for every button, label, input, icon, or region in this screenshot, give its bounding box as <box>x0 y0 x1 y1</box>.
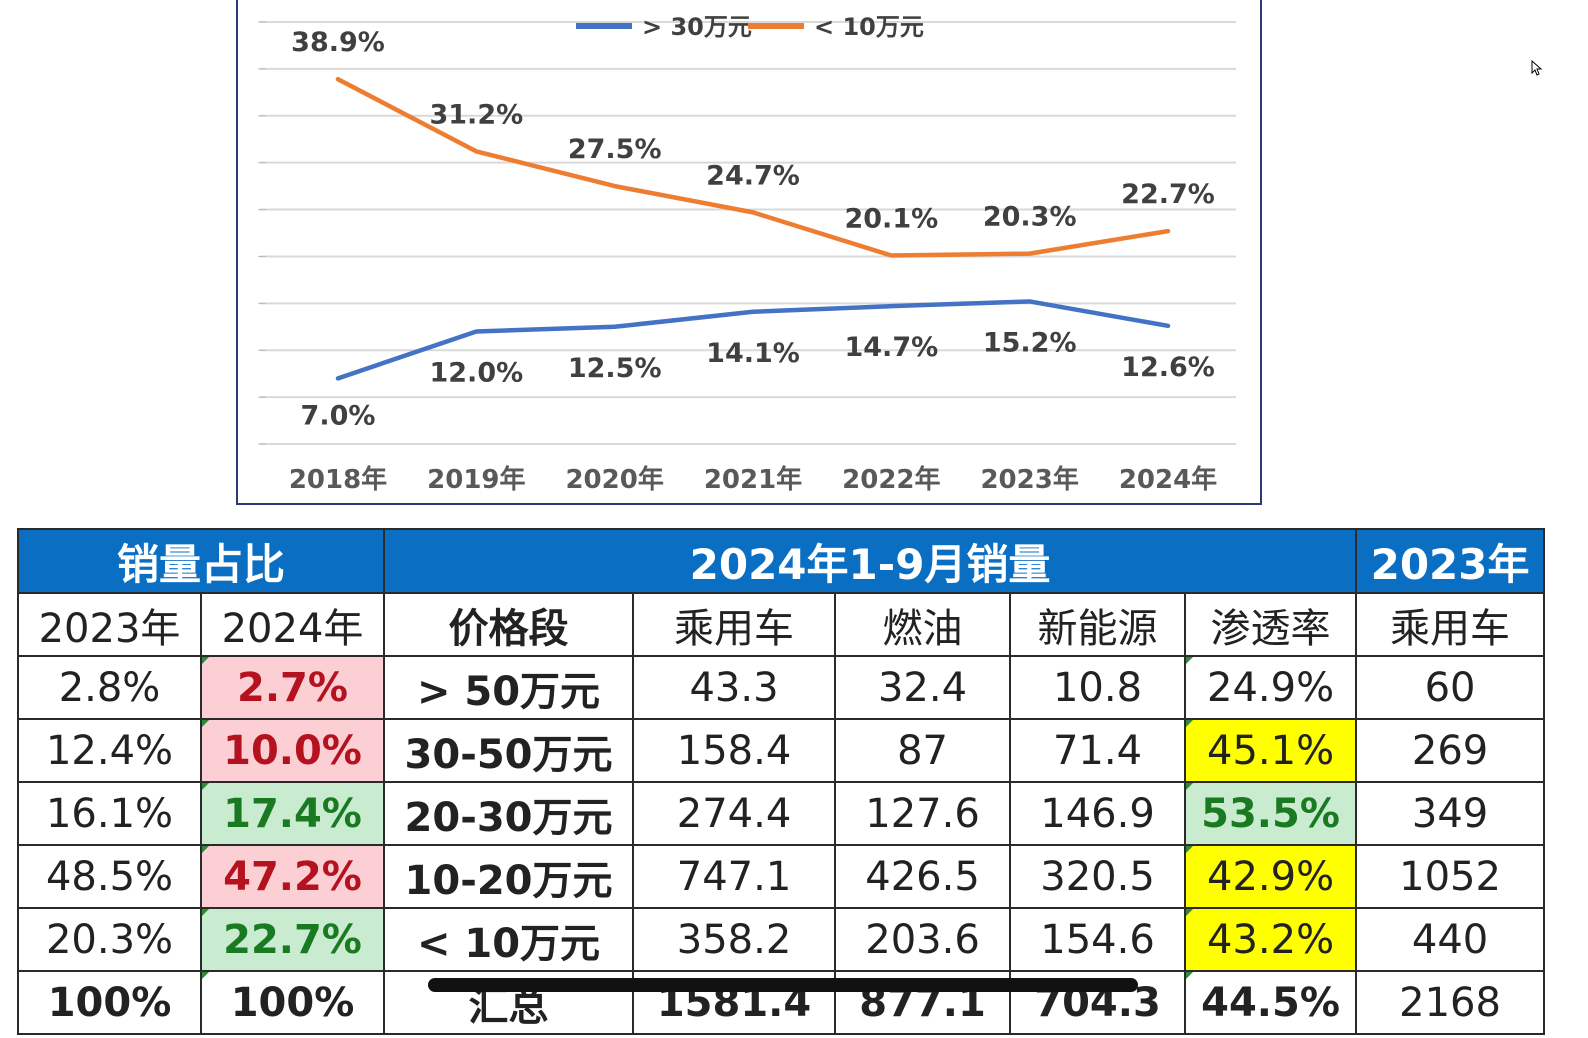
mouse-cursor-icon <box>1531 60 1543 76</box>
share-group-header: 销量占比 <box>17 528 386 594</box>
data-label: 12.0% <box>429 357 523 388</box>
fuel-cell: 87 <box>834 718 1012 783</box>
line-chart: 2018年 2019年 2020年 2021年 2022年 2023年 2024年 7.0% 1… <box>236 0 1262 505</box>
table-column-header-row: 2023年 2024年 价格段 乘用车 燃油 新能源 渗透率 乘用车 <box>17 592 1545 657</box>
data-label: 7.0% <box>301 400 376 431</box>
data-label: 38.9% <box>291 27 385 58</box>
share-2024-cell: 17.4% <box>199 781 386 846</box>
x-tick-label: 2021年 <box>704 464 802 495</box>
fuel-cell: 203.6 <box>834 907 1012 972</box>
data-label: 14.7% <box>844 332 938 363</box>
legend-label: > 30万元 <box>642 13 752 41</box>
share-2024-cell: 2.7% <box>199 655 386 720</box>
x-tick-label: 2022年 <box>842 464 940 495</box>
share-2023-cell: 12.4% <box>17 718 202 783</box>
nev-cell: 71.4 <box>1009 718 1187 783</box>
sales-table-container: 销量占比 2024年1-9月销量 2023年 2023年 2024年 价格段 乘… <box>17 528 1545 1038</box>
price-segment-cell: 10-20万元 <box>383 844 635 909</box>
penetration-cell: 24.9% <box>1184 655 1358 720</box>
penetration-cell: 45.1% <box>1184 718 1358 783</box>
share-2023-cell: 48.5% <box>17 844 202 909</box>
nev-cell: 320.5 <box>1009 844 1187 909</box>
share-2023-cell: 20.3% <box>17 907 202 972</box>
share-2024-cell: 10.0% <box>199 718 386 783</box>
passenger-car-2023-cell: 440 <box>1355 907 1545 972</box>
passenger-car-2023-cell: 349 <box>1355 781 1545 846</box>
passenger-car-2023-cell: 1052 <box>1355 844 1545 909</box>
price-segment-cell: 20-30万元 <box>383 781 635 846</box>
col-header-fuel: 燃油 <box>834 592 1012 657</box>
table-row: 2.8% 2.7% > 50万元 43.3 32.4 10.8 24.9% 60 <box>17 655 1545 720</box>
share-2023-cell: 16.1% <box>17 781 202 846</box>
x-tick-label: 2018年 <box>289 464 387 495</box>
price-segment-cell: > 50万元 <box>383 655 635 720</box>
passenger-car-cell: 274.4 <box>632 781 837 846</box>
fuel-cell: 32.4 <box>834 655 1012 720</box>
passenger-car-cell: 747.1 <box>632 844 837 909</box>
table-row: 16.1% 17.4% 20-30万元 274.4 127.6 146.9 53… <box>17 781 1545 846</box>
share-2023-cell: 2.8% <box>17 655 202 720</box>
share-2024-cell: 100% <box>199 970 386 1035</box>
data-label: 12.6% <box>1121 352 1215 383</box>
share-2024-cell: 47.2% <box>199 844 386 909</box>
col-header-nev: 新能源 <box>1009 592 1187 657</box>
passenger-car-cell: 358.2 <box>632 907 837 972</box>
series-line <box>335 299 1171 381</box>
penetration-cell: 53.5% <box>1184 781 1358 846</box>
passenger-car-2023-cell: 269 <box>1355 718 1545 783</box>
data-label: 14.1% <box>706 338 800 369</box>
nev-cell: 154.6 <box>1009 907 1187 972</box>
x-tick-label: 2023年 <box>980 464 1078 495</box>
table-row: 20.3% 22.7% < 10万元 358.2 203.6 154.6 43.… <box>17 907 1545 972</box>
legend-label: < 10万元 <box>814 13 924 41</box>
x-tick-label: 2020年 <box>565 464 663 495</box>
col-header-price-segment: 价格段 <box>383 592 635 657</box>
fuel-cell: 127.6 <box>834 781 1012 846</box>
sales-table: 销量占比 2024年1-9月销量 2023年 2023年 2024年 价格段 乘… <box>17 528 1545 1035</box>
series-line <box>335 76 1171 258</box>
passenger-car-cell: 158.4 <box>632 718 837 783</box>
col-header-share-2023: 2023年 <box>17 592 202 657</box>
share-2023-cell: 100% <box>17 970 202 1035</box>
x-tick-label: 2024年 <box>1119 464 1217 495</box>
col-header-passenger-car: 乘用车 <box>632 592 837 657</box>
price-segment-cell: < 10万元 <box>383 907 635 972</box>
col-header-share-2024: 2024年 <box>199 592 386 657</box>
col-header-passenger-car-2023: 乘用车 <box>1355 592 1545 657</box>
horizontal-scrollbar[interactable] <box>428 978 1138 992</box>
fuel-cell: 426.5 <box>834 844 1012 909</box>
data-label: 15.2% <box>983 327 1077 358</box>
penetration-cell: 44.5% <box>1184 970 1358 1035</box>
col-header-penetration: 渗透率 <box>1184 592 1358 657</box>
nev-cell: 146.9 <box>1009 781 1187 846</box>
data-label: 22.7% <box>1121 179 1215 210</box>
penetration-cell: 43.2% <box>1184 907 1358 972</box>
data-label: 24.7% <box>706 160 800 191</box>
data-label: 20.3% <box>983 202 1077 233</box>
table-group-header-row: 销量占比 2024年1-9月销量 2023年 <box>17 528 1545 594</box>
penetration-cell: 42.9% <box>1184 844 1358 909</box>
sales-group-header: 2024年1-9月销量 <box>383 528 1358 594</box>
year-2023-group-header: 2023年 <box>1355 528 1545 594</box>
nev-cell: 10.8 <box>1009 655 1187 720</box>
table-row: 48.5% 47.2% 10-20万元 747.1 426.5 320.5 42… <box>17 844 1545 909</box>
data-label: 20.1% <box>844 204 938 235</box>
price-segment-cell: 30-50万元 <box>383 718 635 783</box>
data-label: 27.5% <box>568 134 662 165</box>
passenger-car-cell: 43.3 <box>632 655 837 720</box>
passenger-car-2023-cell: 2168 <box>1355 970 1545 1035</box>
x-tick-label: 2019年 <box>427 464 525 495</box>
table-row: 12.4% 10.0% 30-50万元 158.4 87 71.4 45.1% … <box>17 718 1545 783</box>
share-2024-cell: 22.7% <box>199 907 386 972</box>
data-label: 31.2% <box>429 99 523 130</box>
chart-canvas: 2018年 2019年 2020年 2021年 2022年 2023年 2024年 7.0% 1… <box>258 13 1236 495</box>
data-label: 12.5% <box>568 353 662 384</box>
price-segment-cell: 汇总 <box>383 970 635 1035</box>
passenger-car-2023-cell: 60 <box>1355 655 1545 720</box>
